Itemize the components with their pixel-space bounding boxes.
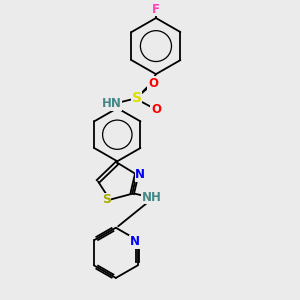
Text: O: O [148, 76, 158, 89]
Text: S: S [132, 91, 142, 105]
Text: N: N [135, 168, 145, 181]
Text: O: O [151, 103, 161, 116]
Text: NH: NH [142, 191, 161, 204]
Text: N: N [130, 235, 140, 248]
Text: HN: HN [101, 97, 121, 110]
Text: S: S [102, 193, 111, 206]
Text: F: F [152, 3, 160, 16]
